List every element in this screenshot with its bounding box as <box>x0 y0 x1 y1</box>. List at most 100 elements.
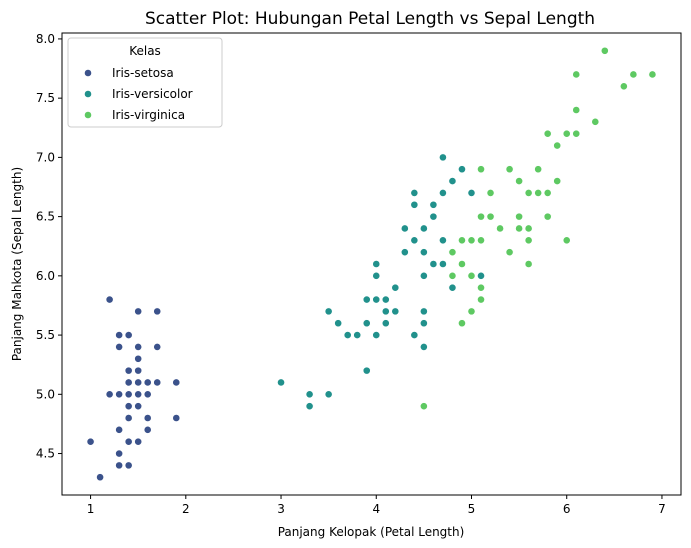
point-iris-setosa <box>134 307 143 316</box>
point-iris-virginica <box>458 236 466 245</box>
y-tick-label: 7.0 <box>36 150 55 164</box>
legend-label-iris-virginica: Iris-virginica <box>112 108 185 122</box>
point-iris-versicolor <box>400 224 409 233</box>
point-iris-virginica <box>619 82 628 91</box>
point-iris-setosa <box>124 390 133 399</box>
point-iris-setosa <box>134 366 143 375</box>
point-iris-versicolor <box>429 260 438 268</box>
point-iris-virginica <box>553 177 562 185</box>
legend-marker-iris-versicolor <box>84 90 92 98</box>
x-tick-label: 1 <box>87 502 95 516</box>
point-iris-virginica <box>448 248 457 257</box>
point-iris-versicolor <box>334 319 343 328</box>
point-iris-versicolor <box>419 248 428 257</box>
legend-box <box>67 37 223 128</box>
point-iris-virginica <box>515 177 524 185</box>
legend-marker-iris-virginica <box>84 111 92 119</box>
point-iris-virginica <box>515 224 524 233</box>
point-iris-versicolor <box>362 319 371 328</box>
point-iris-setosa <box>124 402 133 411</box>
point-iris-virginica <box>648 70 657 79</box>
point-iris-versicolor <box>419 271 428 280</box>
point-iris-versicolor <box>448 283 457 292</box>
y-tick-label: 7.5 <box>36 91 55 105</box>
point-iris-setosa <box>143 414 152 422</box>
point-iris-setosa <box>143 425 152 434</box>
y-tick-label: 4.5 <box>36 447 55 461</box>
point-iris-setosa <box>115 390 124 399</box>
point-iris-versicolor <box>419 224 428 233</box>
point-iris-virginica <box>486 189 495 197</box>
point-iris-versicolor <box>400 248 409 257</box>
point-iris-versicolor <box>439 153 447 162</box>
point-iris-versicolor <box>391 307 400 316</box>
x-tick-label: 4 <box>372 502 380 516</box>
point-iris-versicolor <box>324 390 333 399</box>
point-iris-setosa <box>124 437 133 446</box>
point-iris-setosa <box>134 378 143 387</box>
point-iris-setosa <box>153 378 162 387</box>
legend-label-iris-versicolor: Iris-versicolor <box>112 87 193 101</box>
point-iris-virginica <box>458 260 466 268</box>
point-iris-versicolor <box>362 295 371 304</box>
point-iris-setosa <box>115 449 124 458</box>
chart-title: Scatter Plot: Hubungan Petal Length vs S… <box>145 9 595 29</box>
y-tick-label: 8.0 <box>36 32 55 46</box>
point-iris-versicolor <box>419 343 428 351</box>
point-iris-setosa <box>143 390 152 399</box>
point-iris-versicolor <box>372 271 381 280</box>
point-iris-setosa <box>105 295 114 304</box>
point-iris-setosa <box>86 437 95 446</box>
point-iris-virginica <box>543 129 552 138</box>
point-iris-versicolor <box>458 165 466 174</box>
point-iris-setosa <box>143 378 152 387</box>
point-iris-versicolor <box>353 331 362 339</box>
x-tick-label: 7 <box>658 502 666 516</box>
point-iris-virginica <box>467 236 476 245</box>
point-iris-virginica <box>524 260 533 268</box>
point-iris-setosa <box>115 425 124 434</box>
point-iris-versicolor <box>277 378 285 387</box>
point-iris-virginica <box>524 189 533 197</box>
x-tick-label: 5 <box>468 502 476 516</box>
point-iris-virginica <box>448 271 457 280</box>
point-iris-setosa <box>115 343 124 351</box>
point-iris-versicolor <box>410 236 419 245</box>
point-iris-versicolor <box>391 283 400 292</box>
axes: 1 2 3 4 5 6 7 4.5 5.0 5.5 6.0 6.5 7.0 7.5 8.0 <box>36 32 666 516</box>
point-iris-versicolor <box>439 260 447 268</box>
point-iris-virginica <box>562 129 571 138</box>
point-iris-versicolor <box>343 331 352 339</box>
point-iris-versicolor <box>372 295 381 304</box>
point-iris-setosa <box>124 461 133 470</box>
point-iris-virginica <box>572 106 581 114</box>
point-iris-versicolor <box>419 319 428 328</box>
point-iris-setosa <box>124 414 133 422</box>
point-iris-virginica <box>477 236 485 245</box>
point-iris-virginica <box>534 165 543 174</box>
point-iris-setosa <box>124 331 133 339</box>
point-iris-virginica <box>458 319 466 328</box>
legend-marker-iris-setosa <box>84 69 92 77</box>
point-iris-virginica <box>467 307 476 316</box>
y-tick-label: 5.0 <box>36 387 55 401</box>
point-iris-virginica <box>419 402 428 411</box>
point-iris-virginica <box>477 295 485 304</box>
point-iris-virginica <box>543 212 552 221</box>
point-iris-setosa <box>115 461 124 470</box>
point-iris-setosa <box>153 343 162 351</box>
point-iris-setosa <box>134 354 143 363</box>
point-iris-versicolor <box>429 200 438 209</box>
point-iris-versicolor <box>467 189 476 197</box>
point-iris-versicolor <box>448 177 457 185</box>
x-tick-label: 6 <box>563 502 571 516</box>
point-iris-virginica <box>591 117 600 126</box>
point-iris-versicolor <box>419 307 428 316</box>
point-iris-setosa <box>105 390 114 399</box>
point-iris-virginica <box>572 70 581 79</box>
point-iris-setosa <box>96 473 104 482</box>
points-layer <box>86 46 657 482</box>
point-iris-versicolor <box>429 212 438 221</box>
point-iris-virginica <box>477 165 485 174</box>
